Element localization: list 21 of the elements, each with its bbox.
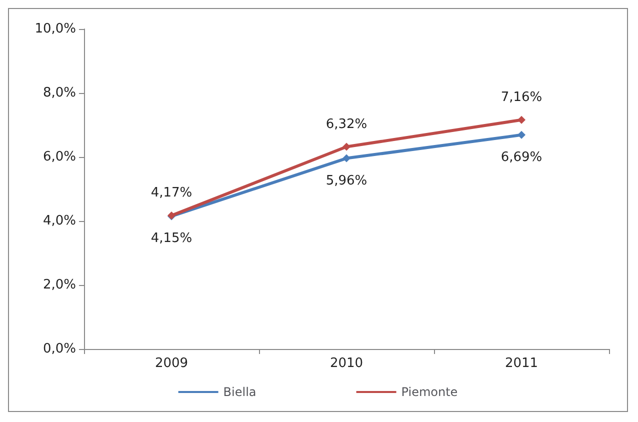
y-tick-label: 2,0%: [42, 278, 76, 292]
point: [518, 130, 526, 139]
point: [518, 116, 526, 124]
data-label: 7,16%: [500, 90, 542, 105]
y-tick-label: 8,0%: [42, 86, 76, 100]
legend-label: Biella: [223, 385, 256, 399]
y-tick-label: 6,0%: [42, 150, 76, 164]
point: [342, 154, 350, 162]
y-tick-label: 10,0%: [34, 22, 76, 36]
y-tick-label: 0,0%: [42, 342, 76, 356]
data-label: 6,32%: [326, 116, 368, 132]
data-label: 4,15%: [150, 231, 192, 246]
legend-label: Piemonte: [401, 385, 458, 399]
y-tick-label: 4,0%: [42, 214, 76, 228]
x-tick-label: 2009: [154, 356, 188, 371]
point: [342, 142, 350, 151]
data-label: 6,69%: [500, 150, 542, 165]
x-tick-label: 2011: [504, 356, 538, 371]
data-label: 5,96%: [326, 173, 368, 188]
x-tick-label: 2010: [330, 356, 364, 371]
data-label: 4,17%: [150, 186, 192, 201]
